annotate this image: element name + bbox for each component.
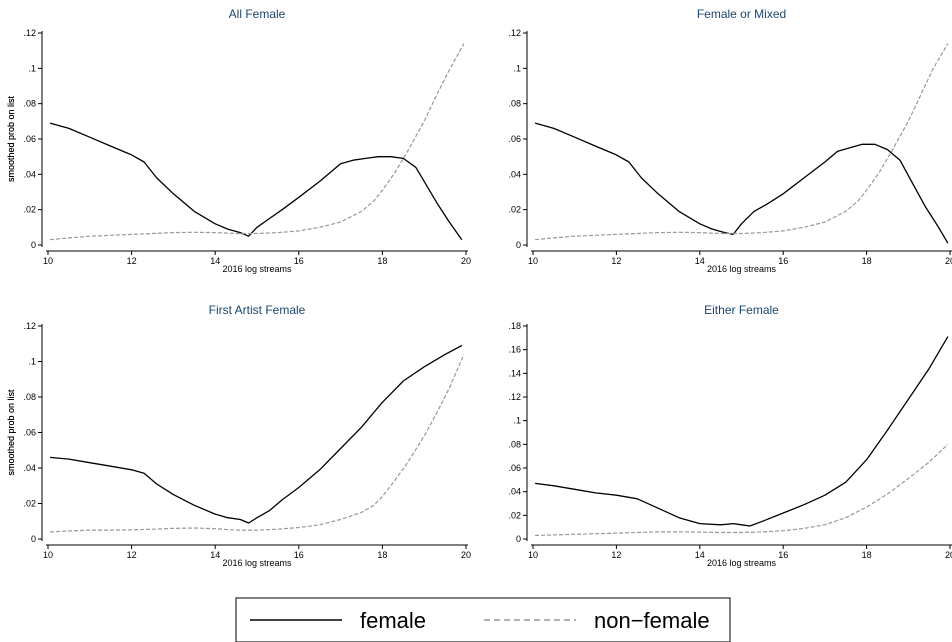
x-tick-label: 18 xyxy=(377,256,387,266)
x-tick-label: 18 xyxy=(862,550,872,560)
y-tick-label: .02 xyxy=(508,510,521,520)
y-tick-label: .12 xyxy=(508,28,521,38)
panel-all-female: All Female 0 .02 .04 .06 .08 .1 .12 10 12 14 16 18 20… xyxy=(6,7,471,274)
y-tick-label: .06 xyxy=(23,134,36,144)
y-tick-label: .06 xyxy=(23,428,36,438)
y-tick-label: .12 xyxy=(23,28,36,38)
panel-female-or-mixed: Female or Mixed 0 .02 .04 .06 .08 .1 .12 10 12 14 1… xyxy=(6,7,952,274)
x-tick-label: 18 xyxy=(862,256,872,266)
y-tick-label: .08 xyxy=(508,99,521,109)
x-tick-label: 14 xyxy=(210,256,220,266)
x-tick-label: 20 xyxy=(461,550,471,560)
legend-label-female: female xyxy=(360,608,426,633)
y-axis-label: smoothed prob on list xyxy=(6,389,16,476)
y-tick-label: .08 xyxy=(23,99,36,109)
y-tick-label: .04 xyxy=(508,487,521,497)
panel-title: All Female xyxy=(229,7,286,21)
y-tick-label: 0 xyxy=(31,534,36,544)
x-tick-label: 20 xyxy=(461,256,471,266)
series-line-nonfemale xyxy=(535,43,949,241)
y-tick-label: .1 xyxy=(28,357,36,367)
x-axis-label: 2016 log streams xyxy=(707,558,777,568)
y-tick-label: 0 xyxy=(516,534,521,544)
y-tick-label: .14 xyxy=(508,368,521,378)
series-line-female xyxy=(535,336,949,527)
x-tick-label: 10 xyxy=(43,256,53,266)
x-tick-label: 16 xyxy=(294,550,304,560)
x-tick-label: 10 xyxy=(528,550,538,560)
x-tick-label: 16 xyxy=(778,256,788,266)
x-tick-label: 12 xyxy=(611,256,621,266)
x-axis-label: 2016 log streams xyxy=(222,558,292,568)
y-tick-label: .02 xyxy=(508,205,521,215)
y-tick-label: .16 xyxy=(508,345,521,355)
series-line-nonfemale xyxy=(50,354,465,533)
y-tick-label: 0 xyxy=(516,240,521,250)
y-tick-label: .06 xyxy=(508,463,521,473)
y-tick-label: .02 xyxy=(23,499,36,509)
series-line-female xyxy=(50,344,463,524)
y-tick-label: .12 xyxy=(23,321,36,331)
series-line-nonfemale xyxy=(50,43,465,241)
y-tick-label: .06 xyxy=(508,134,521,144)
y-tick-label: .08 xyxy=(23,392,36,402)
series-line-female xyxy=(49,122,463,241)
y-tick-label: .04 xyxy=(23,463,36,473)
x-tick-label: 20 xyxy=(945,256,952,266)
x-tick-label: 12 xyxy=(127,550,137,560)
x-tick-label: 12 xyxy=(127,256,137,266)
series-line-female xyxy=(534,122,949,244)
x-tick-label: 14 xyxy=(210,550,220,560)
y-tick-label: .04 xyxy=(23,169,36,179)
panel-first-artist-female: First Artist Female 0 .02 .04 .06 .08 .1 .12 10 1… xyxy=(6,303,471,568)
x-tick-label: 10 xyxy=(43,550,53,560)
x-tick-label: 14 xyxy=(695,550,705,560)
y-axis-label: smoothed prob on list xyxy=(6,95,16,182)
legend: female non−female xyxy=(235,597,731,642)
x-tick-label: 20 xyxy=(945,550,952,560)
x-tick-label: 14 xyxy=(695,256,705,266)
panel-either-female: Either Female 0 .02 .04 .06 .08 .1 .12 .14 .16 .18… xyxy=(6,303,952,568)
y-axis-label: smoothed prob on list xyxy=(6,389,16,476)
y-tick-label: .1 xyxy=(513,416,521,426)
panel-title: First Artist Female xyxy=(209,303,306,317)
series-line-nonfemale xyxy=(535,443,949,537)
y-axis-label: smoothed prob on list xyxy=(6,95,16,182)
panel-title: Female or Mixed xyxy=(697,7,786,21)
x-axis-label: 2016 log streams xyxy=(222,264,292,274)
y-tick-label: .08 xyxy=(508,439,521,449)
x-tick-label: 12 xyxy=(611,550,621,560)
y-tick-label: .1 xyxy=(28,63,36,73)
y-tick-label: .02 xyxy=(23,205,36,215)
x-axis-label: 2016 log streams xyxy=(707,264,777,274)
x-tick-label: 16 xyxy=(294,256,304,266)
y-tick-label: 0 xyxy=(31,240,36,250)
y-tick-label: .18 xyxy=(508,321,521,331)
y-tick-label: .1 xyxy=(513,63,521,73)
x-tick-label: 18 xyxy=(377,550,387,560)
panel-title: Either Female xyxy=(704,303,779,317)
legend-label-nonfemale: non−female xyxy=(594,608,710,633)
y-tick-label: .04 xyxy=(508,169,521,179)
x-tick-label: 10 xyxy=(528,256,538,266)
x-tick-label: 16 xyxy=(778,550,788,560)
y-tick-label: .12 xyxy=(508,392,521,402)
